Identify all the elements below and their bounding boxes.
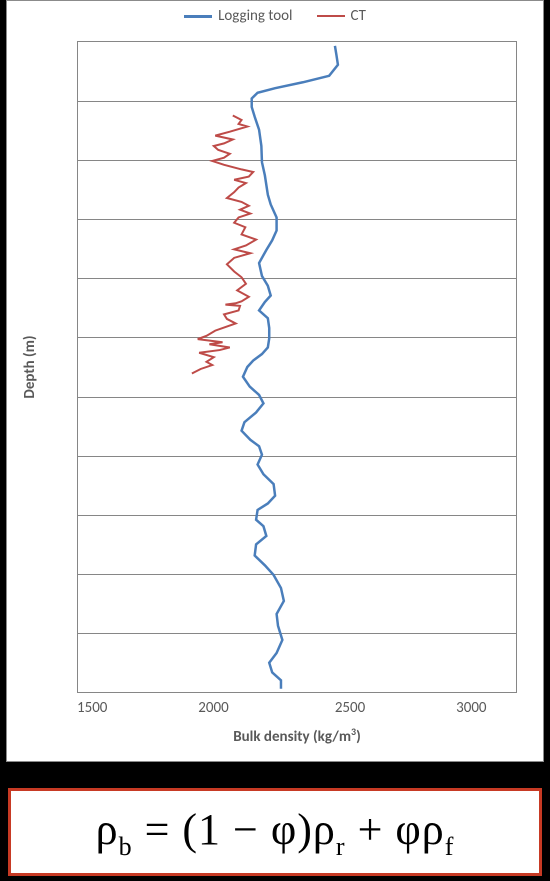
x-tick-labels: 1500 2000 2500 3000 — [77, 699, 517, 717]
equation-box: ρb = (1 − φ)ρr + φρf — [8, 788, 542, 876]
plot-area — [77, 41, 517, 693]
chart-legend: Logging tool CT — [7, 7, 543, 25]
legend-label-logging-tool: Logging tool — [218, 7, 292, 25]
xtick-2: 2500 — [335, 699, 365, 717]
legend-swatch-ct — [317, 15, 345, 17]
equation-text: ρb = (1 − φ)ρr + φρf — [96, 804, 455, 861]
xtick-0: 1500 — [77, 699, 107, 717]
chart-frame: Logging tool CT 1500 2000 2500 3000 Bulk… — [6, 0, 544, 762]
y-axis-label: Depth (m) — [21, 41, 45, 693]
legend-item-ct: CT — [317, 7, 366, 25]
legend-swatch-logging-tool — [184, 15, 212, 18]
x-axis-label: Bulk density (kg/m3) — [77, 725, 517, 746]
xtick-1: 2000 — [198, 699, 228, 717]
series-logging-tool — [242, 46, 338, 689]
series-ct — [192, 115, 256, 373]
legend-item-logging-tool: Logging tool — [184, 7, 292, 25]
series-svg — [78, 42, 516, 692]
xtick-3: 3000 — [456, 699, 486, 717]
legend-label-ct: CT — [351, 7, 366, 25]
